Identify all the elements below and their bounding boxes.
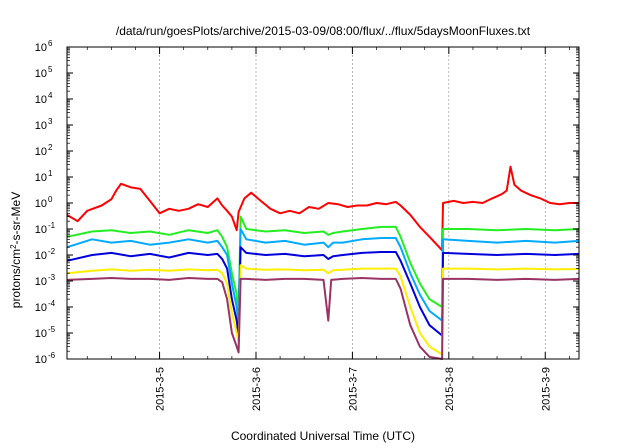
- y-tick-label: 10-2: [35, 247, 56, 262]
- series-line-3: [66, 228, 580, 327]
- y-tick-label: 104: [35, 91, 53, 106]
- series-line-6: [66, 277, 580, 360]
- series-line-1: [66, 165, 579, 252]
- series-layer: [66, 165, 580, 360]
- x-tick-label: 2015-3-6: [251, 367, 263, 411]
- x-tick-label: 2015-3-8: [444, 367, 456, 411]
- y-tick-label: 10-1: [35, 221, 56, 236]
- y-tick-label: 106: [35, 39, 53, 54]
- series-line-2: [66, 215, 580, 319]
- y-axis-label: protons/cm2-s-sr-MeV: [9, 192, 23, 308]
- y-tick-label: 10-4: [35, 299, 56, 314]
- chart-title: /data/run/goesPlots/archive/2015-03-09/0…: [116, 24, 531, 38]
- series-line-4: [66, 246, 580, 337]
- x-tick-label: 2015-3-5: [155, 367, 167, 411]
- grid: [159, 47, 546, 359]
- y-tick-labels: 10-6 10-5 10-4 10-3 10-2 10-1 100 101 102 103 104 1…: [35, 39, 56, 366]
- x-axis-label: Coordinated Universal Time (UTC): [231, 429, 415, 443]
- y-tick-label: 100: [35, 195, 53, 210]
- y-tick-label: 105: [35, 65, 53, 80]
- y-tick-label: 101: [35, 169, 53, 184]
- y-tick-label: 102: [35, 143, 53, 158]
- y-tick-label: 10-6: [35, 351, 56, 366]
- y-tick-label: 103: [35, 117, 53, 132]
- x-tick-label: 2015-3-9: [540, 367, 552, 411]
- plot-frame: [66, 46, 580, 360]
- y-tick-label: 10-3: [35, 273, 56, 288]
- y-tick-label: 10-5: [35, 325, 56, 340]
- x-tick-labels: 2015-3-5 2015-3-6 2015-3-7 2015-3-8 2015-3-9: [155, 367, 553, 411]
- ticks: [67, 46, 579, 360]
- x-tick-label: 2015-3-7: [347, 367, 359, 411]
